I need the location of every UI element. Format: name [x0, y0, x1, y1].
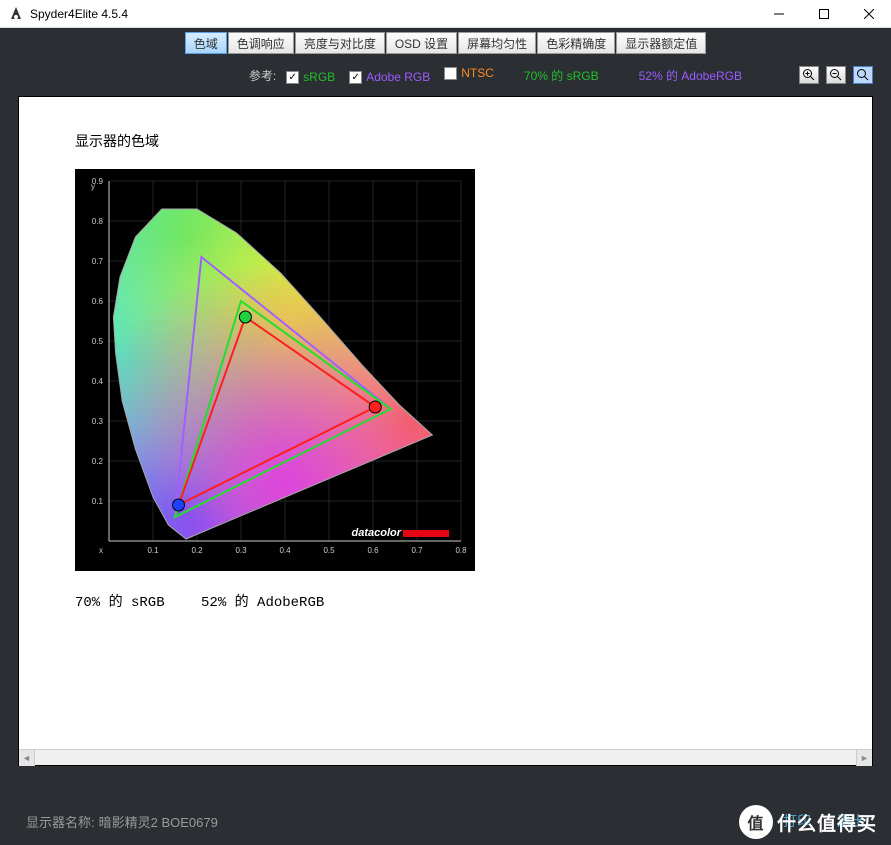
coverage-adobergb: 52% 的 AdobeRGB: [201, 595, 324, 611]
svg-text:0.4: 0.4: [92, 377, 104, 386]
svg-text:0.6: 0.6: [92, 297, 104, 306]
svg-text:0.5: 0.5: [92, 337, 104, 346]
svg-text:0.8: 0.8: [455, 546, 467, 555]
ref-label-0: sRGB: [303, 70, 335, 84]
svg-text:0.1: 0.1: [92, 497, 104, 506]
svg-text:0.7: 0.7: [92, 257, 104, 266]
watermark-badge-icon: 值: [739, 805, 773, 839]
zoom-out-button[interactable]: [826, 66, 846, 84]
tab-3[interactable]: OSD 设置: [386, 32, 457, 54]
svg-text:y: y: [91, 182, 95, 191]
svg-text:0.1: 0.1: [147, 546, 159, 555]
horizontal-scrollbar[interactable]: ◄ ►: [19, 749, 872, 765]
monitor-name-value: 暗影精灵2 BOE0679: [99, 812, 218, 831]
tab-6[interactable]: 显示器额定值: [616, 32, 706, 54]
tab-4[interactable]: 屏幕均匀性: [458, 32, 536, 54]
tab-5[interactable]: 色彩精确度: [537, 32, 615, 54]
svg-text:0.2: 0.2: [191, 546, 203, 555]
svg-text:0.7: 0.7: [411, 546, 423, 555]
tab-strip: 色域色调响应亮度与对比度OSD 设置屏幕均匀性色彩精确度显示器额定值: [0, 32, 891, 54]
scroll-left-button[interactable]: ◄: [19, 750, 35, 766]
watermark: 值 什么值得买: [739, 805, 877, 839]
svg-text:0.3: 0.3: [235, 546, 247, 555]
monitor-name-label: 显示器名称:: [26, 812, 95, 831]
zoom-fit-button[interactable]: [853, 66, 873, 84]
svg-text:0.2: 0.2: [92, 457, 104, 466]
app-frame: 色域色调响应亮度与对比度OSD 设置屏幕均匀性色彩精确度显示器额定值 参考: ✓…: [0, 28, 891, 845]
coverage-label-1: 52% 的 AdobeRGB: [639, 67, 742, 84]
svg-text:0.4: 0.4: [279, 546, 291, 555]
tab-1[interactable]: 色调响应: [228, 32, 294, 54]
gamut-chart: 0.1 0.2 0.3 0.4 0.5 0.6 0.7 0.8 0.1 0.2 0.3 0.4 0.5 0…: [75, 169, 475, 571]
svg-text:x: x: [99, 546, 103, 555]
ref-checkbox-2[interactable]: [444, 67, 457, 80]
titlebar: Spyder4Elite 4.5.4: [0, 0, 891, 28]
maximize-button[interactable]: [801, 0, 846, 28]
reference-label: 参考:: [249, 67, 276, 84]
svg-text:0.8: 0.8: [92, 217, 104, 226]
window-title: Spyder4Elite 4.5.4: [30, 7, 756, 21]
svg-text:0.5: 0.5: [323, 546, 335, 555]
section-title: 显示器的色域: [75, 131, 816, 151]
ref-label-2: NTSC: [461, 66, 494, 80]
chart-branding: datacolor: [351, 527, 449, 539]
svg-text:0.6: 0.6: [367, 546, 379, 555]
watermark-text: 什么值得买: [777, 809, 877, 836]
tab-2[interactable]: 亮度与对比度: [295, 32, 385, 54]
coverage-srgb: 70% 的 sRGB: [75, 595, 165, 611]
ref-checkbox-0[interactable]: ✓: [286, 71, 299, 84]
scroll-right-button[interactable]: ►: [856, 750, 872, 766]
content-panel: 显示器的色域 0.1 0.2 0.3 0.4 0.5 0.6 0.7 0.8 0.1 0.2 0.3…: [18, 96, 873, 766]
reference-bar: 参考: ✓ sRGB ✓ Adobe RGB NTSC 70% 的 sRGB 52% 的 …: [0, 62, 891, 88]
coverage-label-0: 70% 的 sRGB: [524, 67, 599, 84]
svg-text:0.3: 0.3: [92, 417, 104, 426]
ref-label-1: Adobe RGB: [366, 70, 430, 84]
ref-checkbox-1[interactable]: ✓: [349, 71, 362, 84]
zoom-in-button[interactable]: [799, 66, 819, 84]
tab-0[interactable]: 色域: [185, 32, 227, 54]
coverage-summary: 70% 的 sRGB 52% 的 AdobeRGB: [75, 591, 816, 611]
app-icon: [8, 6, 24, 22]
close-button[interactable]: [846, 0, 891, 28]
minimize-button[interactable]: [756, 0, 801, 28]
